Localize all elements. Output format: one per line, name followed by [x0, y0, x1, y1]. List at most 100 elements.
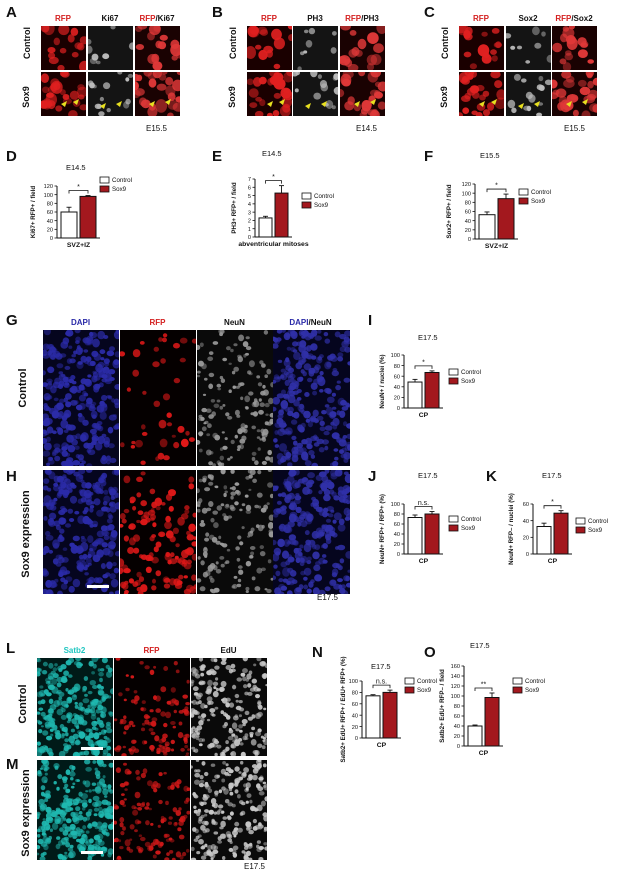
cell-blob [256, 804, 263, 812]
cell-blob [242, 772, 247, 777]
cell-blob [339, 449, 344, 454]
cell-blob [185, 754, 189, 756]
cell-blob [53, 482, 59, 487]
cell-blob [234, 735, 239, 740]
cell-blob [77, 498, 84, 504]
col-title-c-2: RFP/Sox2 [552, 14, 596, 23]
cell-blob [43, 405, 50, 411]
cell-blob [200, 560, 205, 566]
cell-blob [97, 690, 105, 696]
cell-blob [225, 702, 230, 708]
cell-blob [312, 390, 318, 396]
cell-blob [482, 90, 490, 97]
cell-blob [305, 539, 312, 546]
cell-blob [360, 107, 369, 115]
cell-blob [155, 839, 159, 842]
cell-blob [106, 395, 112, 399]
cell-blob [103, 735, 108, 740]
cell-blob [221, 698, 225, 702]
cell-blob [87, 704, 91, 709]
cell-blob [191, 733, 198, 739]
cell-blob [186, 848, 190, 853]
cell-blob [170, 739, 175, 745]
cell-blob [89, 507, 94, 513]
cell-blob [47, 682, 54, 689]
cell-blob [113, 425, 119, 430]
micrograph-b-merge-1 [340, 72, 385, 116]
cell-blob [331, 370, 339, 377]
cell-blob [84, 693, 88, 697]
cell-blob [71, 544, 78, 550]
cell-blob [53, 37, 60, 46]
cell-blob [494, 97, 504, 110]
cell-blob [265, 413, 269, 416]
cell-blob [334, 331, 341, 338]
y-tick-label-i: 20 [394, 396, 400, 402]
cell-blob [245, 821, 252, 828]
cell-blob [58, 696, 63, 700]
col-title-part: RFP [55, 14, 71, 23]
cell-blob [57, 427, 64, 435]
cell-blob [78, 791, 83, 797]
cell-blob [37, 667, 41, 673]
cell-blob [159, 841, 164, 847]
cell-blob [232, 830, 238, 836]
cell-blob [106, 350, 115, 357]
cell-blob [264, 374, 268, 378]
chart-title-i: E17.5 [418, 333, 438, 342]
cell-blob [140, 471, 146, 476]
cell-blob [330, 509, 335, 513]
cell-blob [198, 478, 203, 483]
cell-blob [176, 580, 183, 586]
cell-blob [196, 769, 201, 773]
cell-blob [170, 687, 176, 693]
cell-blob [218, 789, 223, 794]
cell-blob [251, 678, 257, 684]
stage-label-c: E15.5 [564, 124, 585, 133]
cell-blob [264, 733, 267, 738]
cell-blob [67, 697, 72, 702]
cell-blob [286, 346, 292, 351]
micrograph-texture [135, 72, 180, 116]
cell-blob [91, 726, 97, 730]
cell-blob [198, 680, 205, 686]
cell-blob [213, 845, 219, 851]
cell-blob [69, 771, 76, 777]
col-title-part: RFP [473, 14, 489, 23]
cell-blob [562, 27, 575, 39]
cell-blob [239, 508, 243, 512]
panel-label-g: G [6, 312, 18, 329]
cell-blob [109, 503, 114, 506]
y-tick-label-d: 40 [47, 219, 53, 225]
cell-blob [164, 857, 170, 860]
y-tick-label-i: 60 [394, 374, 400, 380]
cell-blob [336, 380, 341, 384]
legend-label-j-control: Control [461, 516, 481, 523]
micrograph-g-merge [273, 330, 350, 466]
cell-blob [296, 447, 304, 455]
cell-blob [208, 501, 214, 507]
cell-blob [471, 110, 478, 116]
cell-blob [175, 702, 179, 706]
cell-blob [332, 562, 340, 569]
cell-blob [109, 573, 116, 580]
cell-blob [317, 377, 326, 387]
cell-blob [303, 363, 312, 371]
cell-blob [102, 775, 106, 779]
cell-blob [162, 576, 170, 584]
cell-blob [330, 355, 338, 362]
cell-blob [243, 353, 247, 358]
cell-blob [79, 104, 86, 111]
cell-blob [243, 783, 248, 788]
cell-blob [210, 517, 215, 523]
cell-blob [91, 782, 97, 786]
cell-blob [70, 375, 76, 380]
cell-blob [91, 53, 99, 61]
cell-blob [178, 821, 184, 826]
cell-blob [196, 732, 200, 736]
cell-blob [94, 845, 101, 852]
legend-swatch-j-control [448, 515, 459, 523]
cell-blob [218, 535, 222, 540]
cell-blob [153, 665, 157, 669]
cell-blob [51, 678, 58, 685]
